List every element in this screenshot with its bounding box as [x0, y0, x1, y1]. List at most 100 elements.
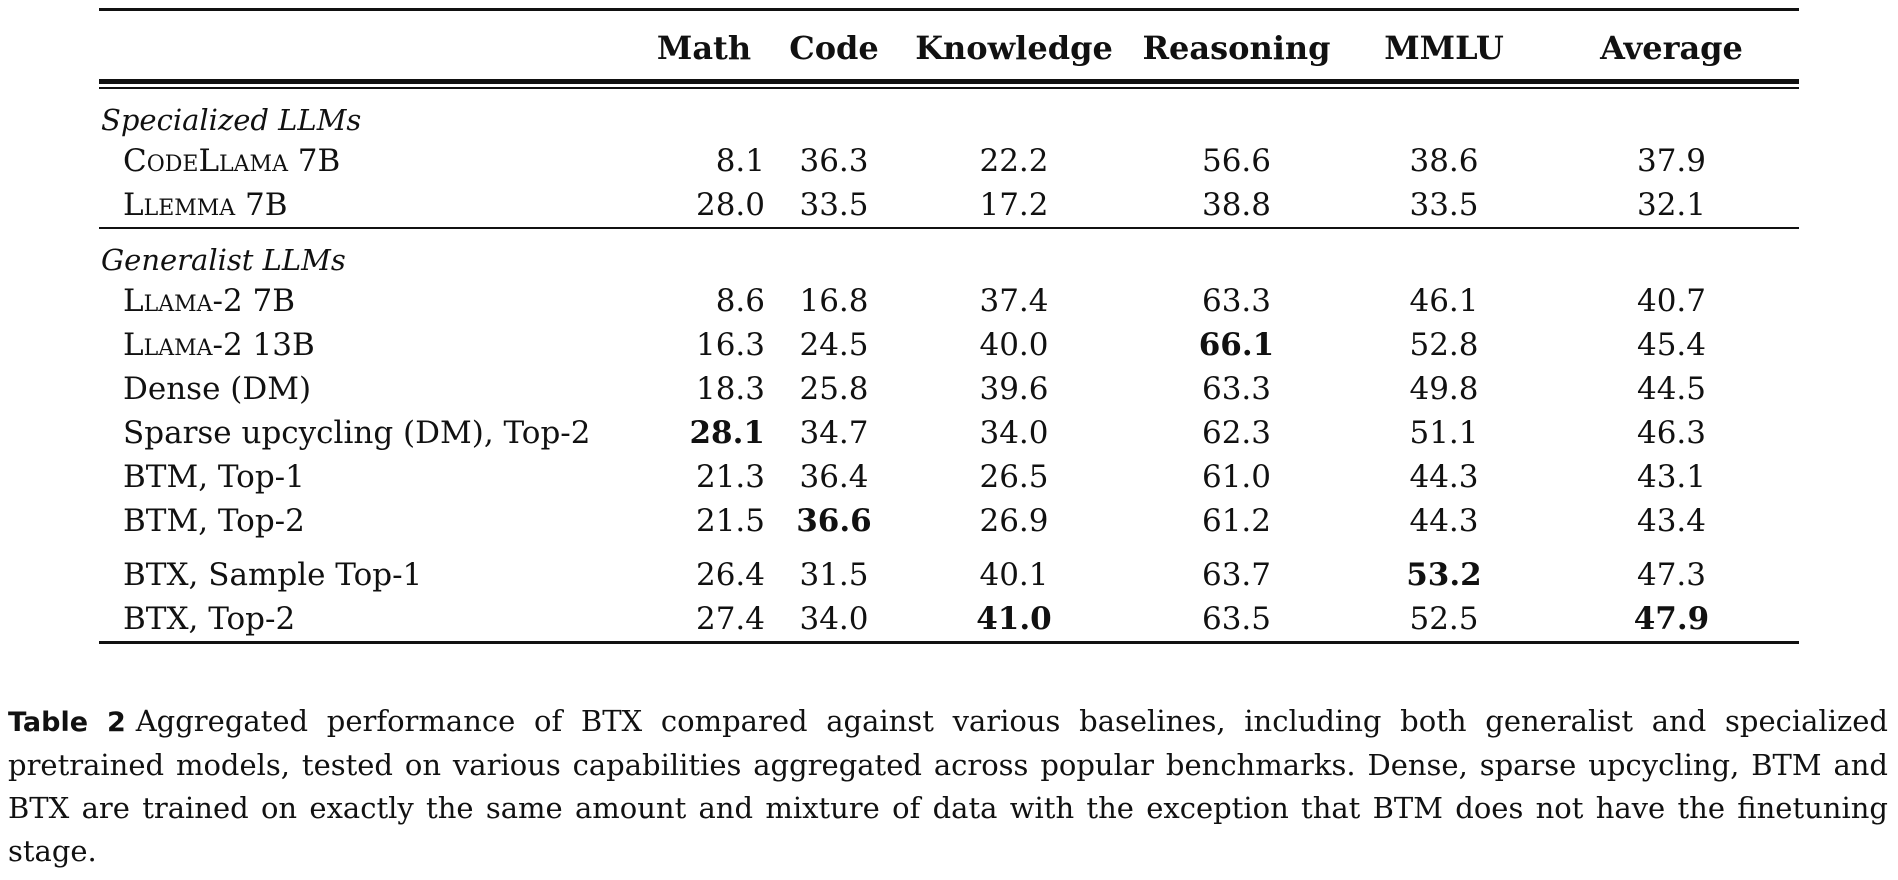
- mmlu-cell: 52.8: [1409, 327, 1479, 363]
- math-cell: 8.6: [715, 283, 765, 319]
- knowledge-cell: 26.5: [979, 459, 1049, 495]
- mmlu-cell: 46.1: [1409, 283, 1479, 319]
- table-row: Llemma 7B 28.0 33.5 17.2 38.8 33.5 32.1: [99, 183, 1799, 229]
- mmlu-cell: 53.2: [1406, 557, 1482, 593]
- table-row: BTM, Top-1 21.3 36.4 26.5 61.0 44.3 43.1: [99, 455, 1799, 499]
- mmlu-cell: 44.3: [1409, 503, 1479, 539]
- table-header: Math Code Knowledge Reasoning MMLU Avera…: [99, 9, 1799, 89]
- model-name-cell: Dense (DM): [123, 371, 312, 407]
- reasoning-cell: 56.6: [1201, 143, 1272, 179]
- model-name-cell: BTM, Top-1: [123, 459, 305, 495]
- header-math: Math: [656, 29, 752, 67]
- section-label: Specialized LLMs: [101, 103, 362, 137]
- average-cell: 32.1: [1544, 183, 1799, 229]
- knowledge-cell: 40.1: [979, 557, 1049, 593]
- math-cell: 28.0: [639, 183, 769, 229]
- table-row: BTM, Top-2 21.5 36.6 26.9 61.2 44.3 43.4: [99, 499, 1799, 543]
- mmlu-cell: 51.1: [1409, 415, 1479, 451]
- model-name-cell: Llama-2 13B: [123, 327, 315, 363]
- model-name-cell: CodeLlama 7B: [123, 143, 341, 179]
- table-row: Dense (DM) 18.3 25.8 39.6 63.3 49.8 44.5: [99, 367, 1799, 411]
- table-row: BTX, Top-2 27.4 34.0 41.0 63.5 52.5 47.9: [99, 597, 1799, 644]
- reasoning-cell: 66.1: [1198, 327, 1275, 363]
- model-name-cell: Llama-2 7B: [123, 283, 296, 319]
- reasoning-cell: 38.8: [1129, 183, 1344, 229]
- code-cell: 24.5: [799, 327, 869, 363]
- mmlu-cell: 49.8: [1409, 371, 1479, 407]
- table-body: Specialized LLMs CodeLlama 7B 8.1 36.3 22.2 5…: [99, 89, 1799, 644]
- model-name-cell: Sparse upcycling (DM), Top-2: [123, 415, 591, 451]
- average-cell: 43.4: [1636, 503, 1707, 539]
- code-cell: 34.7: [799, 415, 869, 451]
- reasoning-cell: 61.0: [1201, 459, 1272, 495]
- mmlu-cell: 52.5: [1344, 597, 1544, 644]
- average-cell: 45.4: [1636, 327, 1707, 363]
- code-cell: 36.6: [796, 503, 872, 539]
- header-code: Code: [789, 29, 879, 67]
- header-row: Math Code Knowledge Reasoning MMLU Avera…: [99, 9, 1799, 81]
- math-cell: 26.4: [695, 557, 765, 593]
- section-label-row: Specialized LLMs: [99, 89, 1799, 139]
- average-cell: 46.3: [1636, 415, 1707, 451]
- knowledge-cell: 34.0: [979, 415, 1049, 451]
- code-cell: 25.8: [799, 371, 869, 407]
- mmlu-cell: 38.6: [1409, 143, 1479, 179]
- reasoning-cell: 63.7: [1201, 557, 1272, 593]
- table-row: Llama-2 7B 8.6 16.8 37.4 63.3 46.1 40.7: [99, 279, 1799, 323]
- table-row: Llama-2 13B 16.3 24.5 40.0 66.1 52.8 45.4: [99, 323, 1799, 367]
- knowledge-cell: 22.2: [979, 143, 1049, 179]
- knowledge-cell: 41.0: [899, 597, 1129, 644]
- average-cell: 44.5: [1636, 371, 1707, 407]
- math-cell: 27.4: [639, 597, 769, 644]
- header-model: [99, 10, 639, 81]
- code-cell: 16.8: [799, 283, 869, 319]
- reasoning-cell: 63.3: [1201, 371, 1272, 407]
- mmlu-cell: 44.3: [1409, 459, 1479, 495]
- code-cell: 31.5: [799, 557, 869, 593]
- code-cell: 33.5: [769, 183, 899, 229]
- average-cell: 40.7: [1636, 283, 1707, 319]
- header-reasoning: Reasoning: [1142, 29, 1331, 67]
- math-cell: 16.3: [695, 327, 765, 363]
- average-cell: 43.1: [1636, 459, 1707, 495]
- math-cell: 18.3: [695, 371, 765, 407]
- results-table: Math Code Knowledge Reasoning MMLU Avera…: [99, 8, 1799, 644]
- knowledge-cell: 39.6: [979, 371, 1049, 407]
- reasoning-cell: 61.2: [1201, 503, 1272, 539]
- code-cell: 36.3: [799, 143, 869, 179]
- row-spacer: [99, 543, 1799, 553]
- math-cell: 28.1: [689, 415, 765, 451]
- header-double-rule: [99, 80, 1799, 89]
- table-row: Sparse upcycling (DM), Top-2 28.1 34.7 34.0…: [99, 411, 1799, 455]
- average-cell: 37.9: [1636, 143, 1707, 179]
- math-cell: 21.3: [695, 459, 765, 495]
- reasoning-cell: 62.3: [1201, 415, 1272, 451]
- caption-label: Table 2: [8, 707, 126, 738]
- knowledge-cell: 17.2: [899, 183, 1129, 229]
- code-cell: 36.4: [799, 459, 869, 495]
- model-name-cell: BTM, Top-2: [123, 503, 305, 539]
- math-cell: 8.1: [715, 143, 765, 179]
- table-row: CodeLlama 7B 8.1 36.3 22.2 56.6 38.6 37.9: [99, 139, 1799, 183]
- section-label: Generalist LLMs: [101, 243, 346, 277]
- caption-text: Aggregated performance of BTX compared a…: [8, 704, 1888, 868]
- knowledge-cell: 26.9: [979, 503, 1049, 539]
- math-cell: 21.5: [695, 503, 765, 539]
- table-caption: Table 2 Aggregated performance of BTX com…: [8, 700, 1888, 873]
- model-name-cell: BTX, Sample Top-1: [123, 557, 423, 593]
- reasoning-cell: 63.5: [1129, 597, 1344, 644]
- knowledge-cell: 40.0: [979, 327, 1049, 363]
- model-name-cell: BTX, Top-2: [99, 597, 639, 644]
- model-name-cell: Llemma 7B: [99, 183, 639, 229]
- code-cell: 34.0: [769, 597, 899, 644]
- knowledge-cell: 37.4: [979, 283, 1049, 319]
- average-cell: 47.9: [1544, 597, 1799, 644]
- reasoning-cell: 63.3: [1201, 283, 1272, 319]
- average-cell: 47.3: [1636, 557, 1707, 593]
- header-average: Average: [1600, 29, 1743, 67]
- section-label-row: Generalist LLMs: [99, 228, 1799, 279]
- mmlu-cell: 33.5: [1344, 183, 1544, 229]
- table-row: BTX, Sample Top-1 26.4 31.5 40.1 63.7 53.2 47.…: [99, 553, 1799, 597]
- header-knowledge: Knowledge: [915, 29, 1113, 67]
- header-mmlu: MMLU: [1384, 29, 1504, 67]
